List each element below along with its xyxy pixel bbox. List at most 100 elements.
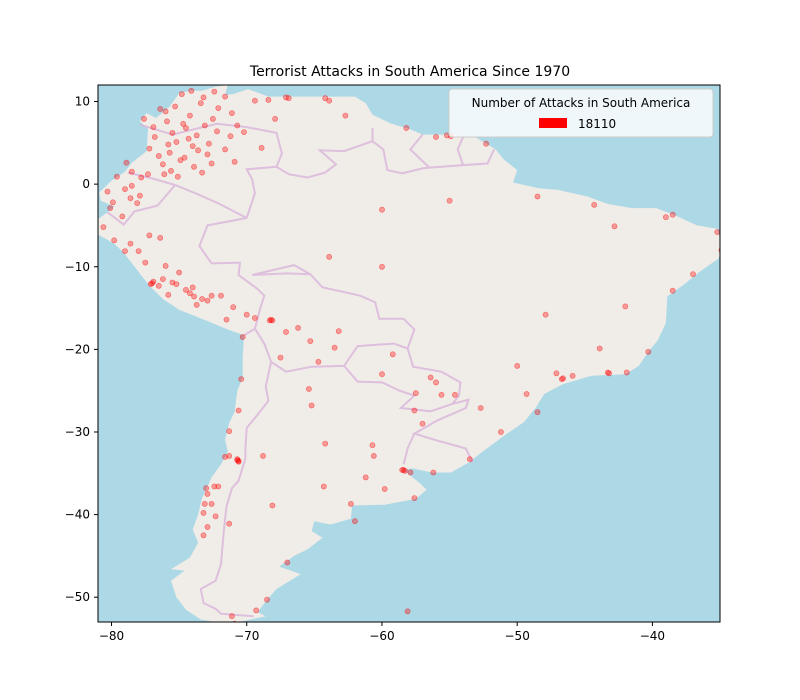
attack-point [534, 409, 541, 416]
attack-point [260, 452, 266, 459]
attack-point [231, 158, 238, 165]
attack-point [211, 483, 218, 490]
attack-point [514, 362, 521, 369]
attack-point [427, 374, 434, 381]
y-tick-label: −30 [65, 425, 90, 439]
attack-point [208, 160, 215, 167]
attack-point [326, 253, 333, 260]
legend: Number of Attacks in South America 18110 [448, 88, 714, 138]
attack-point [174, 173, 181, 180]
attack-point [412, 390, 419, 397]
attack-point [200, 510, 207, 516]
attack-point [214, 128, 220, 135]
attack-point [452, 391, 458, 398]
attack-point [155, 282, 162, 289]
y-axis: 10 0 −10 −20 −30 −40 −50 [65, 95, 98, 604]
attack-point [123, 159, 130, 166]
attack-point [264, 596, 270, 603]
y-tick-label: 0 [82, 177, 90, 191]
attack-point [523, 391, 530, 397]
attack-point [208, 292, 215, 299]
attack-point [182, 125, 189, 131]
legend-swatch [539, 118, 567, 128]
attack-point [197, 100, 204, 107]
attack-point [141, 116, 147, 122]
attack-point [307, 338, 314, 344]
attack-point [147, 281, 154, 287]
attack-point [335, 328, 342, 335]
legend-label: 18110 [578, 117, 616, 131]
attack-point [204, 490, 211, 497]
attack-point [419, 420, 426, 427]
attack-point [135, 248, 142, 254]
attack-point [142, 259, 149, 266]
chart-title: Terrorist Attacks in South America Since… [249, 64, 570, 80]
attack-point [151, 134, 158, 140]
attack-point [119, 213, 126, 220]
attack-point [138, 174, 145, 181]
attack-point [168, 167, 174, 174]
attack-point [122, 248, 128, 254]
attack-point [542, 311, 549, 318]
attack-point [663, 214, 669, 221]
attack-point [277, 354, 284, 361]
attack-point [136, 192, 143, 199]
attack-point [204, 297, 211, 304]
x-tick-label: −50 [505, 629, 530, 643]
x-axis: −80 −70 −60 −50 −40 [99, 622, 665, 643]
attack-point [404, 608, 411, 615]
attack-point [251, 315, 258, 321]
attack-point [162, 108, 169, 115]
y-tick-label: 10 [75, 95, 90, 109]
attack-point [272, 116, 278, 122]
attack-point [265, 97, 272, 103]
attack-point [438, 391, 445, 398]
attack-point [228, 110, 235, 116]
attack-point [558, 376, 565, 382]
attack-point [611, 223, 618, 230]
attack-point [172, 103, 178, 110]
attack-point [145, 171, 151, 178]
attack-point [622, 303, 629, 310]
attack-point [553, 370, 560, 377]
attack-point [362, 474, 369, 481]
attack-point [114, 173, 120, 180]
attack-point [165, 291, 172, 298]
attack-point [193, 301, 200, 308]
attack-point [200, 94, 207, 101]
attack-point [596, 345, 603, 352]
attack-point [534, 193, 541, 200]
attack-point [211, 88, 218, 95]
attack-point [243, 311, 250, 318]
attack-point [146, 145, 153, 152]
attack-point [401, 467, 408, 474]
attack-point [199, 169, 205, 176]
attack-point [234, 122, 241, 129]
attack-point [251, 97, 258, 104]
attack-point [466, 456, 473, 463]
attack-point [166, 149, 173, 156]
attack-point [591, 201, 598, 208]
attack-point [295, 324, 301, 331]
attack-point [181, 154, 188, 161]
attack-point [669, 287, 676, 294]
attack-point [193, 132, 200, 139]
attack-point [407, 469, 414, 476]
plot-frame [97, 84, 721, 623]
attack-point [305, 386, 312, 392]
attack-point [483, 140, 489, 147]
attack-point [189, 284, 196, 291]
attack-point [690, 271, 696, 278]
attack-point [180, 120, 187, 127]
attack-point [379, 263, 385, 270]
attack-point [182, 286, 189, 293]
attack-point [326, 97, 333, 104]
attack-point [215, 105, 222, 111]
y-tick-label: −40 [65, 508, 90, 522]
attack-point [239, 334, 246, 340]
attack-point [188, 87, 195, 94]
attack-point [351, 518, 358, 525]
attack-point [230, 304, 237, 311]
attack-point [308, 402, 315, 409]
attack-point [322, 440, 329, 447]
